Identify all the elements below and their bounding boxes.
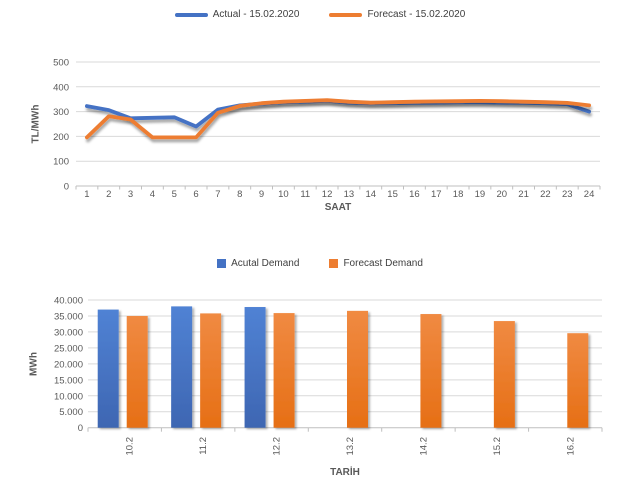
line-chart-legend: Actual - 15.02.2020 Forecast - 15.02.202…: [0, 9, 640, 20]
actual-line-swatch-icon: [174, 12, 208, 17]
forecast-demand-bar: [493, 321, 515, 428]
legend-label-forecast-demand: Forecast Demand: [343, 258, 423, 269]
x-tick-label: 22: [540, 189, 551, 200]
x-tick-label: 17: [431, 189, 442, 200]
y-tick-label: 300: [53, 107, 69, 118]
y-tick-label: 20.000: [54, 359, 83, 370]
x-tick-label: 11.2: [198, 437, 209, 455]
forecast-demand-bar: [567, 333, 589, 428]
actual-demand-bar: [171, 306, 193, 428]
y-tick-label: 100: [53, 157, 69, 168]
x-tick-label: 15: [387, 189, 398, 200]
legend-item-actual: Actual - 15.02.2020: [174, 9, 300, 20]
y-tick-label: 40.000: [54, 296, 83, 307]
x-tick-label: 1: [84, 189, 89, 200]
forecast-demand-swatch-icon: [329, 259, 339, 268]
x-tick-label: 14: [365, 189, 376, 200]
x-tick-label: 7: [215, 189, 220, 200]
forecast-line-swatch-icon: [329, 12, 363, 17]
x-tick-label: 23: [562, 189, 573, 200]
legend-label-actual: Actual - 15.02.2020: [212, 9, 300, 20]
y-tick-label: 0: [64, 182, 69, 193]
actual-demand-bar: [244, 307, 266, 428]
x-tick-label: 11: [300, 189, 310, 200]
actual-line-series: [85, 99, 591, 129]
legend-item-forecast-demand: Forecast Demand: [329, 258, 423, 269]
x-tick-label: 12: [322, 189, 333, 200]
x-tick-label: 16: [409, 189, 420, 200]
y-tick-label: 10.000: [54, 391, 83, 402]
y-tick-label: 15.000: [54, 375, 83, 386]
x-tick-label: 21: [518, 189, 529, 200]
forecast-demand-bar: [200, 313, 222, 428]
legend-label-forecast: Forecast - 15.02.2020: [367, 9, 466, 20]
legend-label-actual-demand: Acutal Demand: [231, 258, 300, 269]
y-tick-label: 30.000: [54, 327, 83, 338]
x-tick-label: 10.2: [125, 437, 136, 456]
actual-demand-swatch-icon: [217, 259, 227, 268]
bar-chart-legend: Acutal Demand Forecast Demand: [0, 258, 640, 269]
forecast-demand-bar: [126, 315, 148, 428]
x-tick-label: 12.2: [272, 437, 283, 456]
x-tick-label: 20: [496, 189, 507, 200]
x-tick-label: 14.2: [418, 437, 429, 456]
bar-chart-plot-area: 0 5.000 10.000 15.000 20.000 25.000 30.000 35.0…: [54, 296, 603, 456]
legend-item-actual-demand: Acutal Demand: [217, 258, 299, 269]
y-tick-label: 200: [53, 132, 69, 143]
actual-demand-bar: [97, 309, 119, 428]
y-tick-label: 25.000: [54, 343, 83, 354]
bar-chart-x-axis-title: TARİH: [330, 467, 360, 478]
x-tick-label: 3: [128, 189, 133, 200]
x-tick-label: 4: [150, 189, 155, 200]
x-tick-label: 5: [172, 189, 177, 200]
x-tick-label: 19: [475, 189, 486, 200]
x-tick-label: 15.2: [492, 437, 503, 456]
x-tick-label: 8: [237, 189, 242, 200]
line-chart-x-axis-title: SAAT: [324, 202, 352, 213]
y-tick-label: 400: [53, 82, 69, 93]
x-tick-label: 6: [193, 189, 198, 200]
x-tick-label: 2: [106, 189, 111, 200]
x-tick-label: 24: [584, 189, 595, 200]
x-tick-label: 9: [259, 189, 264, 200]
x-tick-label: 16.2: [565, 437, 576, 456]
x-tick-label: 13.2: [345, 437, 356, 456]
x-tick-label: 10: [278, 189, 289, 200]
x-tick-label: 18: [453, 189, 464, 200]
y-tick-label: 35.000: [54, 311, 83, 322]
forecast-demand-bar: [273, 313, 295, 428]
forecast-demand-bar: [420, 314, 442, 428]
forecast-demand-bar: [347, 310, 368, 428]
forecast-line-series: [85, 98, 591, 140]
x-tick-label: 13: [344, 189, 355, 200]
y-tick-label: 5.000: [59, 407, 83, 418]
y-tick-label: 0: [78, 423, 83, 434]
y-tick-label: 500: [53, 58, 69, 69]
legend-item-forecast: Forecast - 15.02.2020: [329, 9, 465, 20]
